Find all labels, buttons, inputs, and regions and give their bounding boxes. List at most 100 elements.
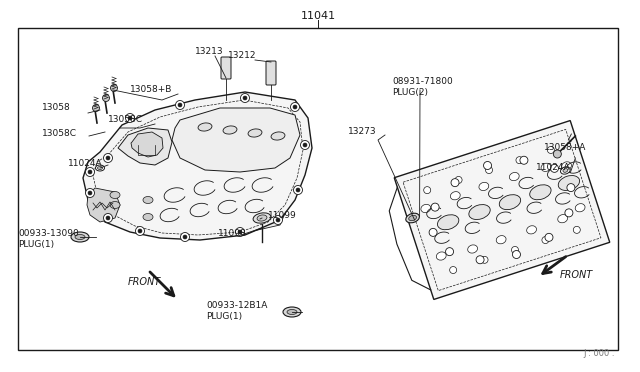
Circle shape	[102, 94, 109, 102]
Circle shape	[303, 143, 307, 147]
Circle shape	[445, 248, 454, 256]
Text: 11024A: 11024A	[68, 158, 102, 167]
Ellipse shape	[575, 203, 585, 212]
Ellipse shape	[509, 173, 519, 181]
Circle shape	[128, 116, 132, 120]
Ellipse shape	[561, 167, 570, 174]
Ellipse shape	[248, 129, 262, 137]
Text: 13213: 13213	[195, 48, 223, 57]
Text: 11041: 11041	[300, 11, 335, 21]
Circle shape	[516, 157, 523, 164]
Circle shape	[276, 218, 280, 222]
Circle shape	[106, 156, 110, 160]
Ellipse shape	[527, 226, 536, 234]
Ellipse shape	[562, 162, 572, 170]
Ellipse shape	[223, 126, 237, 134]
Ellipse shape	[287, 310, 297, 314]
Circle shape	[520, 156, 528, 164]
Text: 13058: 13058	[42, 103, 71, 112]
Ellipse shape	[406, 213, 419, 223]
Text: PLUG(2): PLUG(2)	[392, 89, 428, 97]
Ellipse shape	[71, 232, 89, 242]
Circle shape	[236, 228, 244, 237]
Text: 13058+A: 13058+A	[544, 144, 586, 153]
Ellipse shape	[198, 123, 212, 131]
Circle shape	[301, 141, 310, 150]
Text: PLUG(1): PLUG(1)	[18, 240, 54, 248]
Circle shape	[111, 84, 118, 92]
Circle shape	[550, 164, 559, 172]
Polygon shape	[87, 188, 120, 222]
Circle shape	[86, 167, 95, 176]
Circle shape	[573, 226, 580, 233]
Text: 11024A: 11024A	[536, 164, 571, 173]
Ellipse shape	[436, 252, 446, 260]
Ellipse shape	[271, 132, 285, 140]
Text: 00933-13090: 00933-13090	[18, 228, 79, 237]
Text: FRONT: FRONT	[128, 277, 161, 287]
Text: 13058+B: 13058+B	[130, 86, 172, 94]
Text: 11099: 11099	[268, 211, 297, 219]
Ellipse shape	[563, 169, 568, 172]
Circle shape	[104, 154, 113, 163]
Ellipse shape	[409, 215, 417, 221]
Text: 00933-12B1A: 00933-12B1A	[206, 301, 268, 310]
Circle shape	[88, 170, 92, 174]
Polygon shape	[394, 121, 610, 299]
Circle shape	[138, 229, 142, 233]
Ellipse shape	[283, 307, 301, 317]
Circle shape	[93, 105, 99, 112]
Circle shape	[125, 113, 134, 122]
Polygon shape	[172, 108, 300, 172]
Circle shape	[294, 186, 303, 195]
Text: J : 000 .: J : 000 .	[584, 349, 615, 358]
Ellipse shape	[95, 165, 104, 171]
Ellipse shape	[421, 204, 431, 212]
Circle shape	[511, 246, 518, 253]
Ellipse shape	[257, 215, 267, 221]
Circle shape	[513, 250, 520, 259]
Circle shape	[273, 215, 282, 224]
Ellipse shape	[438, 215, 459, 230]
Bar	[18, 28, 618, 350]
Ellipse shape	[541, 163, 551, 171]
Circle shape	[104, 214, 113, 222]
Circle shape	[88, 191, 92, 195]
Circle shape	[545, 233, 553, 241]
Circle shape	[542, 237, 549, 244]
Ellipse shape	[143, 196, 153, 203]
Text: 13273: 13273	[348, 128, 376, 137]
Circle shape	[183, 235, 187, 239]
Text: FRONT: FRONT	[560, 270, 593, 280]
Ellipse shape	[558, 176, 580, 190]
Circle shape	[106, 216, 110, 220]
Circle shape	[178, 103, 182, 107]
Text: 13212: 13212	[228, 51, 257, 61]
Circle shape	[450, 266, 457, 273]
Text: 13058C: 13058C	[42, 128, 77, 138]
Ellipse shape	[253, 213, 271, 223]
Circle shape	[476, 256, 484, 264]
Text: 13058C: 13058C	[108, 115, 143, 125]
Polygon shape	[92, 168, 295, 236]
Circle shape	[429, 228, 437, 236]
Ellipse shape	[530, 185, 551, 200]
FancyBboxPatch shape	[266, 61, 276, 85]
Circle shape	[296, 188, 300, 192]
Polygon shape	[83, 92, 312, 240]
Ellipse shape	[468, 245, 477, 253]
Polygon shape	[131, 132, 163, 157]
Ellipse shape	[110, 202, 120, 208]
Circle shape	[243, 96, 247, 100]
Ellipse shape	[97, 167, 102, 170]
Circle shape	[567, 184, 575, 192]
Circle shape	[86, 189, 95, 198]
Circle shape	[484, 161, 492, 170]
Ellipse shape	[75, 234, 85, 240]
Circle shape	[291, 103, 300, 112]
FancyBboxPatch shape	[221, 57, 231, 79]
Ellipse shape	[110, 192, 120, 199]
Text: 11098: 11098	[218, 228, 247, 237]
Ellipse shape	[143, 214, 153, 221]
Circle shape	[180, 232, 189, 241]
